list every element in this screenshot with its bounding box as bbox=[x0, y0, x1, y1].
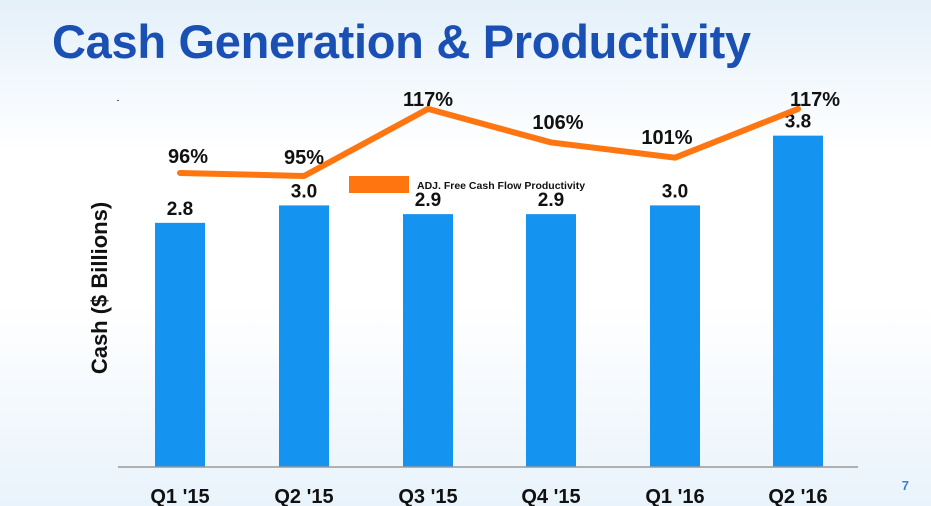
productivity-label-1: 96% bbox=[168, 146, 208, 168]
bar-3 bbox=[403, 214, 453, 467]
x-tick-label-2: Q2 '15 bbox=[274, 486, 333, 506]
x-tick-label-5: Q1 '16 bbox=[645, 486, 704, 506]
x-tick-label-3: Q3 '15 bbox=[398, 486, 457, 506]
bar-5 bbox=[650, 205, 700, 467]
legend-label: ADJ. Free Cash Flow Productivity bbox=[417, 180, 585, 192]
stray-dot bbox=[117, 100, 119, 101]
bar-value-label-2: 3.0 bbox=[291, 181, 317, 202]
productivity-label-4: 106% bbox=[532, 112, 583, 134]
bar-1 bbox=[155, 222, 205, 467]
bar-2 bbox=[279, 205, 329, 467]
productivity-label-3: 117% bbox=[403, 89, 453, 111]
bar-value-label-5: 3.0 bbox=[662, 181, 688, 202]
bar-value-label-1: 2.8 bbox=[167, 199, 193, 220]
bar-6 bbox=[773, 135, 823, 467]
bar-value-label-6: 3.8 bbox=[785, 112, 811, 133]
page-number: 7 bbox=[901, 478, 909, 493]
legend: ADJ. Free Cash Flow Productivity bbox=[349, 176, 585, 193]
bar-4 bbox=[526, 214, 576, 467]
legend-swatch bbox=[349, 176, 409, 193]
bars-layer: 2.8 3.0 2.9 2.9 3.0 3.8 bbox=[155, 112, 823, 467]
productivity-label-6: 117% bbox=[790, 89, 840, 111]
productivity-label-2: 95% bbox=[284, 147, 324, 169]
slide-title: Cash Generation & Productivity bbox=[52, 15, 751, 68]
x-tick-label-4: Q4 '15 bbox=[521, 486, 580, 506]
productivity-line-layer: 96% 95% 117% 106% 101% 117% bbox=[168, 89, 840, 179]
bar-value-label-4: 2.9 bbox=[538, 190, 564, 211]
ticks-layer: Q1 '15 Q2 '15 Q3 '15 Q4 '15 Q1 '16 Q2 '16 bbox=[150, 486, 827, 506]
bar-value-label-3: 2.9 bbox=[415, 190, 441, 211]
productivity-label-5: 101% bbox=[641, 127, 692, 149]
x-tick-label-6: Q2 '16 bbox=[768, 486, 827, 506]
x-tick-label-1: Q1 '15 bbox=[150, 486, 209, 506]
productivity-line bbox=[177, 105, 801, 179]
